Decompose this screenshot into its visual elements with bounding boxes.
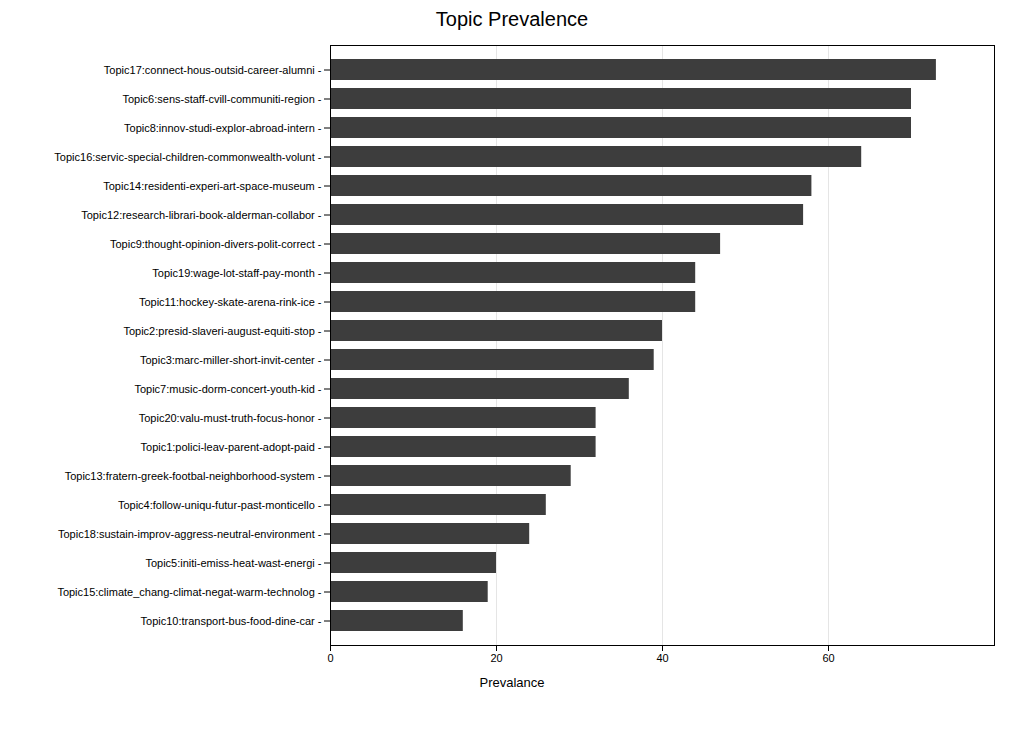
svg-text:40: 40 (656, 652, 668, 664)
svg-text:Topic8:innov-studi-explor-abro: Topic8:innov-studi-explor-abroad-intern … (124, 122, 322, 134)
svg-text:0: 0 (327, 652, 333, 664)
svg-text:Topic17:connect-hous-outsid-ca: Topic17:connect-hous-outsid-career-alumn… (104, 64, 322, 76)
svg-text:Topic1:polici-leav-parent-adop: Topic1:polici-leav-parent-adopt-paid - (141, 441, 322, 453)
svg-text:Topic18:sustain-improv-aggress: Topic18:sustain-improv-aggress-neutral-e… (58, 528, 322, 540)
html-text:Topic Prevalence: Topic Prevalence (435, 8, 589, 30)
svg-text:Topic15:climate_chang-climat-n: Topic15:climate_chang-climat-negat-warm-… (57, 586, 321, 598)
svg-text:Topic3:marc-miller-short-invit: Topic3:marc-miller-short-invit-center - (140, 354, 322, 366)
svg-text:Topic5:initi-emiss-heat-wast-e: Topic5:initi-emiss-heat-wast-energi - (145, 557, 321, 569)
svg-text:Topic19:wage-lot-staff-pay-mon: Topic19:wage-lot-staff-pay-month - (152, 267, 321, 279)
svg-text:Topic2:presid-slaveri-august-e: Topic2:presid-slaveri-august-equiti-stop… (123, 325, 321, 337)
svg-text:Topic12:research-librari-book-: Topic12:research-librari-book-alderman-c… (81, 209, 322, 221)
svg-text:Topic6:sens-staff-cvill-commun: Topic6:sens-staff-cvill-communiti-region… (122, 93, 321, 105)
svg-text:Topic16:servic-special-childre: Topic16:servic-special-children-commonwe… (54, 151, 321, 163)
svg-text:Topic11:hockey-skate-arena-rin: Topic11:hockey-skate-arena-rink-ice - (139, 296, 322, 308)
svg-text:Topic13:fratern-greek-footbal-: Topic13:fratern-greek-footbal-neighborho… (65, 470, 322, 482)
svg-text:Topic14:residenti-experi-art-s: Topic14:residenti-experi-art-space-museu… (103, 180, 322, 192)
svg-text:Topic10:transport-bus-food-din: Topic10:transport-bus-food-dine-car - (141, 615, 322, 627)
svg-text:Topic4:follow-uniqu-futur-past: Topic4:follow-uniqu-futur-past-monticell… (118, 499, 322, 511)
svg-text:Topic7:music-dorm-concert-yout: Topic7:music-dorm-concert-youth-kid - (134, 383, 321, 395)
svg-text:60: 60 (822, 652, 834, 664)
svg-text:Topic9:thought-opinion-divers-: Topic9:thought-opinion-divers-polit-corr… (110, 238, 322, 250)
svg-text:Topic20:valu-must-truth-focus-: Topic20:valu-must-truth-focus-honor - (139, 412, 322, 424)
html-text:Prevalance: Prevalance (479, 675, 545, 690)
svg-text:20: 20 (490, 652, 502, 664)
